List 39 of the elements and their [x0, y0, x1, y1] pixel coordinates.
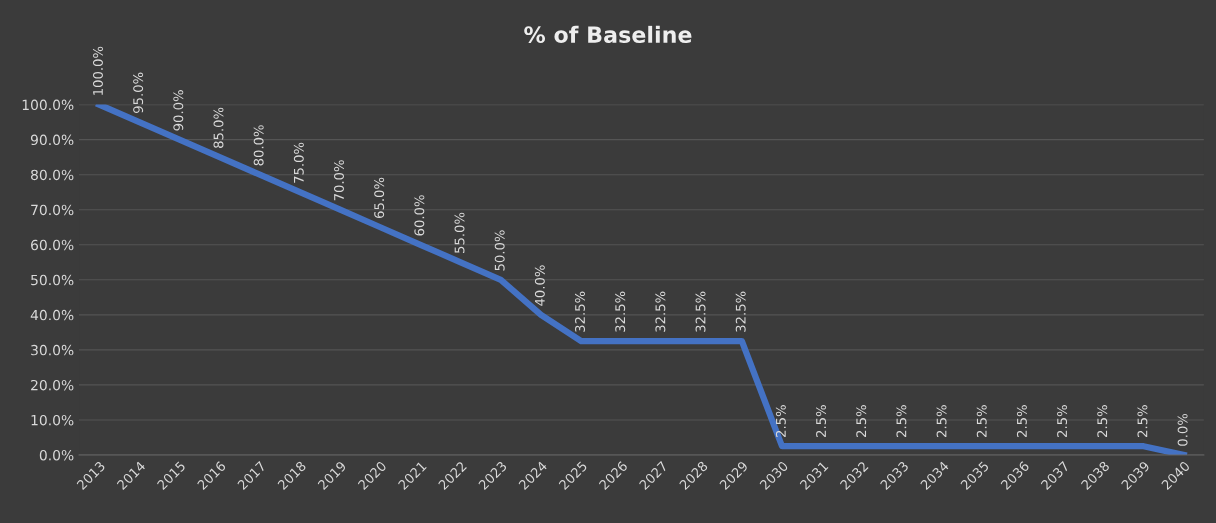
data-label: 32.5%: [695, 291, 706, 332]
data-label: 2.5%: [936, 405, 947, 437]
data-label: 32.5%: [655, 291, 666, 332]
data-label: 60.0%: [414, 195, 425, 236]
data-label: 55.0%: [454, 212, 465, 253]
data-label: 90.0%: [173, 90, 184, 131]
data-label: 2.5%: [775, 405, 786, 437]
y-tick-label: 70.0%: [31, 204, 74, 216]
data-label: 32.5%: [575, 291, 586, 332]
y-tick-label: 80.0%: [31, 169, 74, 181]
data-label: 40.0%: [534, 265, 545, 306]
chart-title: % of Baseline: [524, 25, 692, 44]
data-label: 95.0%: [133, 72, 144, 113]
y-tick-label: 10.0%: [31, 414, 74, 426]
data-label: 75.0%: [293, 142, 304, 183]
data-label: 2.5%: [816, 405, 827, 437]
data-label: 2.5%: [1016, 405, 1027, 437]
data-label: 85.0%: [213, 107, 224, 148]
data-label: 2.5%: [856, 405, 867, 437]
y-tick-label: 100.0%: [22, 99, 74, 111]
y-tick-label: 60.0%: [31, 239, 74, 251]
data-label: 70.0%: [334, 160, 344, 201]
y-tick-label: 50.0%: [31, 274, 74, 286]
data-label: 2.5%: [1137, 405, 1148, 437]
data-label: 2.5%: [896, 405, 907, 437]
data-label: 32.5%: [735, 291, 746, 332]
data-label: 2.5%: [1057, 405, 1068, 437]
y-tick-label: 20.0%: [31, 379, 74, 391]
data-label: 80.0%: [253, 125, 264, 166]
y-tick-label: 90.0%: [30, 134, 74, 146]
data-label: 0.0%: [1177, 413, 1188, 446]
y-tick-label: 0.0%: [39, 449, 74, 461]
data-label: 65.0%: [374, 177, 385, 218]
data-label: 32.5%: [615, 291, 626, 332]
data-label: 2.5%: [1097, 405, 1108, 437]
y-tick-label: 40.0%: [30, 309, 74, 321]
y-tick-label: 30.0%: [31, 344, 74, 356]
data-label: 2.5%: [976, 405, 987, 437]
data-label: 50.0%: [494, 230, 505, 271]
